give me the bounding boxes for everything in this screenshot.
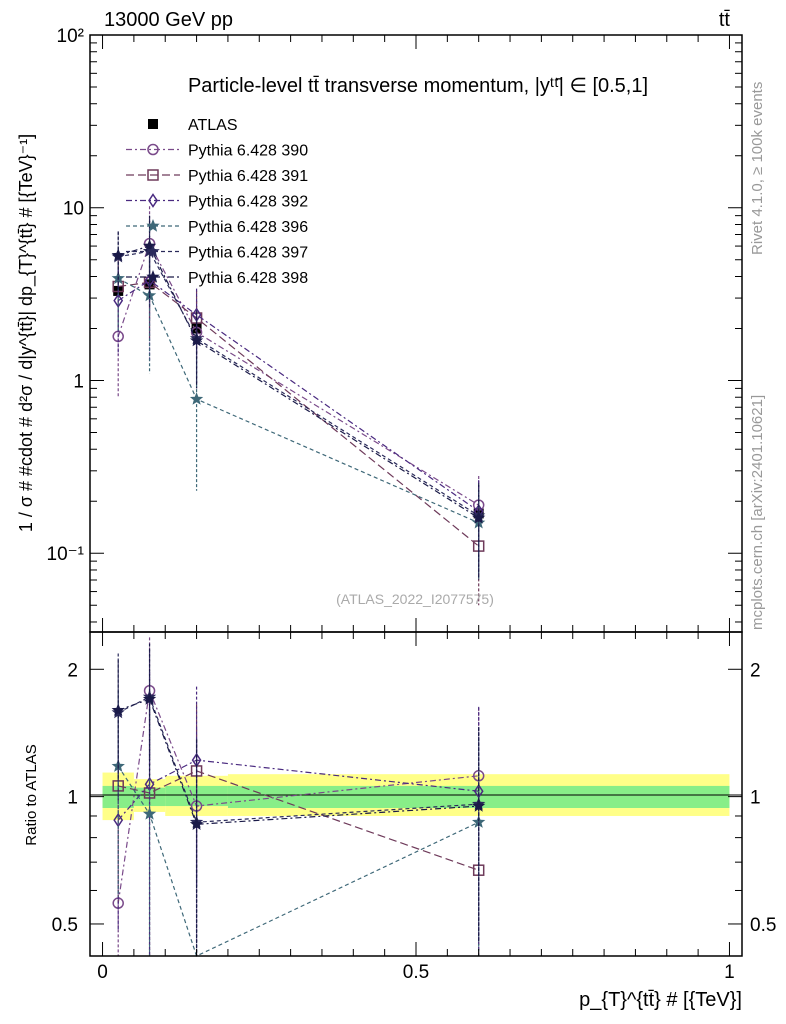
main-series-line-6 <box>118 245 480 519</box>
ratio-ylabel: Ratio to ATLAS <box>23 744 40 845</box>
ratio-ytick-label-right: 2 <box>750 660 761 681</box>
ratio-ytick-label-left: 2 <box>67 660 78 681</box>
main-point <box>142 239 157 252</box>
rivet-label: Rivet 4.1.0, ≥ 100k events <box>749 82 766 255</box>
legend-label: Pythia 6.428 392 <box>188 194 308 211</box>
ratio-ytick-label-left: 1 <box>67 788 78 809</box>
xtick-label: 0.5 <box>403 962 429 983</box>
ratio-series-line-3 <box>117 759 479 821</box>
xlabels: 0 0.5 1 <box>97 962 735 983</box>
main-point <box>189 392 204 405</box>
legend-marker <box>146 219 160 232</box>
main-series-line-2 <box>118 281 480 547</box>
ratio-ylabels: 0.5 0.5 1 1 2 2 <box>52 660 777 936</box>
ratio-panel: 0.5 0.51 12 2 0 0.5 1 Ratio to ATLAS p_{T}^{t… <box>23 35 776 1011</box>
main-point <box>113 293 124 308</box>
ratio-point <box>142 692 157 705</box>
ratio-point <box>189 817 204 830</box>
chart-title: Particle-level tt̄ transverse momentum, … <box>188 75 648 97</box>
legend-marker <box>148 119 158 129</box>
legend-marker <box>146 270 160 283</box>
watermark: (ATLAS_2022_I2077575) <box>336 591 494 607</box>
main-point <box>111 248 125 261</box>
main-marks <box>111 206 486 606</box>
legend-marker <box>147 143 159 156</box>
main-yticks <box>90 34 742 623</box>
ratio-ytick-label-left: 0.5 <box>52 915 78 936</box>
header-left: 13000 GeV pp <box>104 9 233 31</box>
main-ytick-label: 10² <box>57 26 84 47</box>
legend-label: Pythia 6.428 397 <box>188 245 308 262</box>
main-ylabels: 10⁻¹ 1 10 10² <box>47 26 85 565</box>
main-ytick-label: 1 <box>73 371 84 392</box>
main-series-line-4 <box>117 277 479 524</box>
xtick-label: 0 <box>97 962 108 983</box>
x-axis-label: p_{T}^{tt̄} # [{TeV}] <box>579 989 742 1011</box>
main-series-line-5 <box>118 250 480 517</box>
main-ytick-label: 10⁻¹ <box>47 544 85 565</box>
main-point <box>472 511 486 524</box>
ratio-marks <box>111 637 486 957</box>
xtick-label: 1 <box>724 962 735 983</box>
legend: ATLAS Pythia 6.428 390 Pythia 6.428 391 Pyt… <box>126 117 308 287</box>
ratio-point <box>472 815 486 828</box>
ratio-point <box>142 807 157 820</box>
legend-label: Pythia 6.428 390 <box>188 143 308 160</box>
ratio-ytick-label-right: 0.5 <box>750 915 776 936</box>
legend-label: Pythia 6.428 398 <box>188 270 308 287</box>
main-point <box>189 333 204 347</box>
legend-marker <box>146 244 160 258</box>
legend-label: Pythia 6.428 391 <box>188 168 308 185</box>
ratio-series-line-4 <box>117 765 479 957</box>
mcplots-label: mcplots.cern.ch [arXiv:2401.10621] <box>749 395 766 630</box>
legend-marker <box>148 193 158 208</box>
main-series-line-3 <box>117 279 480 512</box>
ratio-series-line-1 <box>117 688 479 904</box>
main-panel: 10⁻¹ 1 10 10² Particle-level tt̄ transverse… <box>16 26 743 633</box>
legend-marker <box>147 169 159 181</box>
xticks <box>102 35 730 956</box>
main-ytick-label: 10 <box>63 199 84 220</box>
legend-label: Pythia 6.428 396 <box>188 219 308 236</box>
legend-label: ATLAS <box>188 117 238 134</box>
ratio-point <box>472 799 486 812</box>
ratio-series-line-6 <box>118 698 479 825</box>
header-right: tt̄ <box>719 9 731 31</box>
main-ylabel: 1 / σ # #cdot # d²σ / d|y^{tt̄}| dp_{T}^… <box>16 134 37 532</box>
ratio-yticks <box>90 668 742 925</box>
ratio-point <box>111 703 125 716</box>
ratio-ytick-label-right: 1 <box>750 788 761 809</box>
